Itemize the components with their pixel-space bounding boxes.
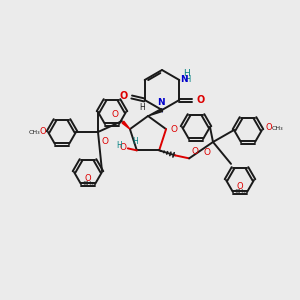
Text: O: O — [191, 147, 198, 156]
Text: O: O — [119, 91, 128, 101]
Text: O: O — [102, 137, 109, 146]
Text: O: O — [196, 95, 205, 105]
Polygon shape — [148, 109, 163, 116]
Text: O: O — [237, 182, 243, 191]
Text: N: N — [180, 74, 188, 83]
Text: O: O — [170, 124, 177, 134]
Text: O: O — [85, 174, 91, 183]
Text: O: O — [112, 110, 119, 119]
Text: N: N — [157, 98, 165, 107]
Text: O: O — [265, 124, 272, 133]
Text: O: O — [203, 148, 210, 157]
Polygon shape — [122, 121, 130, 129]
Text: CH₃: CH₃ — [82, 181, 94, 186]
Text: N: N — [161, 108, 163, 109]
Text: H: H — [116, 141, 122, 150]
Text: H: H — [139, 103, 145, 112]
Text: CH₃: CH₃ — [234, 189, 246, 194]
Text: H: H — [132, 137, 138, 146]
Text: O: O — [39, 128, 46, 136]
Text: H: H — [183, 69, 190, 78]
Text: H: H — [184, 74, 191, 83]
Text: CH₃: CH₃ — [272, 125, 284, 130]
Text: CH₃: CH₃ — [28, 130, 40, 134]
Text: O: O — [120, 143, 127, 152]
Text: N: N — [161, 112, 163, 113]
